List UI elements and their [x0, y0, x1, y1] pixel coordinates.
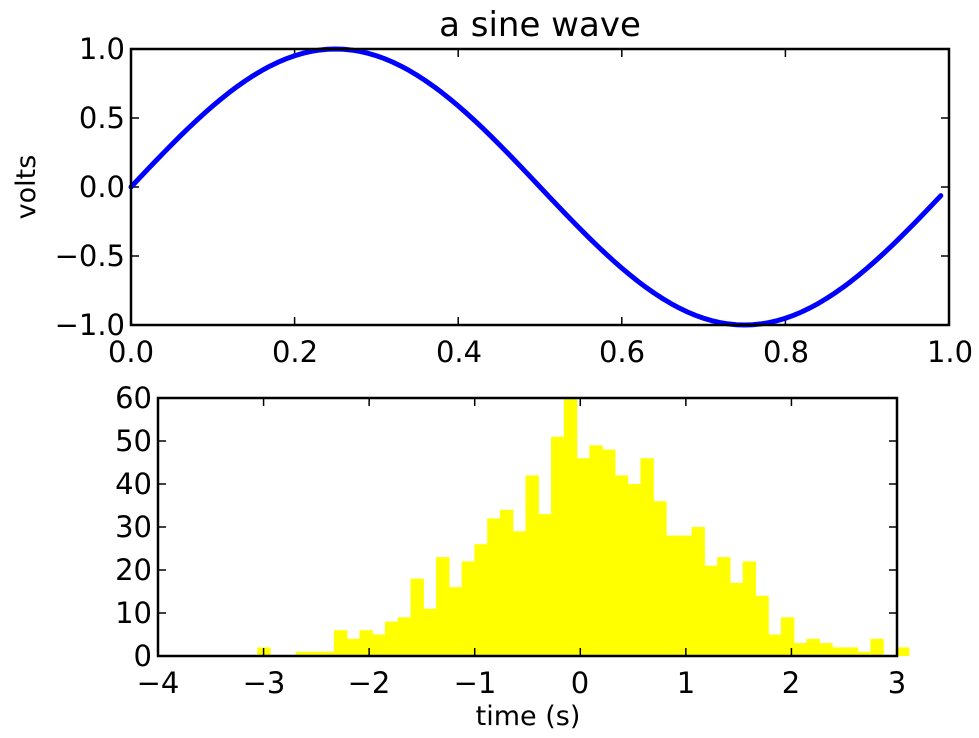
histogram-bar — [359, 630, 373, 656]
histogram-xlabel: time (s) — [476, 701, 581, 732]
histogram-bar — [691, 527, 705, 656]
sine-xtick-label: 0.6 — [599, 335, 645, 369]
histogram-xtick-label: 2 — [782, 666, 800, 700]
histogram-plot-frame — [156, 396, 899, 658]
histogram-bar — [755, 595, 769, 656]
sine-xtick-label: 0.4 — [436, 335, 482, 369]
histogram-bar — [346, 638, 361, 656]
sine-ylabel: volts — [11, 155, 42, 220]
sine-xtick-label: 0.0 — [108, 335, 154, 369]
histogram-bar — [576, 458, 590, 656]
histogram-xtick-label: −1 — [454, 666, 497, 700]
sine-plot-frame — [129, 47, 951, 327]
histogram-bar — [551, 436, 565, 656]
sine-subplot: a sine wave volts 0.0 0.2 0.4 0.6 0.8 1.… — [11, 5, 973, 369]
histogram-xtick-label: 3 — [888, 666, 906, 700]
histogram-bar — [704, 565, 718, 656]
histogram-bar — [384, 621, 399, 656]
histogram-ytick-label: 30 — [115, 510, 152, 544]
histogram-ytick-label: 0 — [134, 639, 152, 673]
histogram-bar — [512, 531, 527, 656]
sine-xtick-label: 0.8 — [763, 335, 809, 369]
histogram-bar — [806, 638, 820, 656]
histogram-xtick-label: 0 — [571, 666, 589, 700]
histogram-bar — [372, 634, 386, 656]
sine-ytick-label: −0.5 — [55, 239, 125, 273]
histogram-bar — [768, 634, 782, 656]
histogram-bar — [780, 617, 795, 656]
histogram-bar — [295, 651, 309, 656]
histogram-bar — [627, 484, 642, 656]
histogram-bar — [602, 449, 616, 656]
histogram-ytick-label: 20 — [115, 553, 152, 587]
sine-chart-title: a sine wave — [439, 5, 641, 45]
sine-ytick-label: 0.5 — [79, 101, 125, 135]
sine-ytick-label: 1.0 — [79, 32, 125, 66]
histogram-bar — [729, 582, 744, 656]
sine-ytick-label: 0.0 — [79, 170, 125, 204]
histogram-bar — [640, 458, 654, 656]
histogram-bar — [844, 647, 859, 656]
histogram-ytick-label: 50 — [115, 424, 152, 458]
histogram-bar — [333, 630, 348, 656]
histogram-xtick-label: 1 — [677, 666, 695, 700]
histogram-bar — [423, 608, 437, 656]
histogram-bar — [525, 475, 539, 656]
sine-series-line — [128, 46, 944, 328]
histogram-bar — [832, 647, 846, 656]
histogram-bar — [538, 514, 552, 656]
histogram-xtick-label: −2 — [348, 666, 391, 700]
histogram-bar — [895, 647, 910, 656]
histogram-bar — [614, 475, 629, 656]
sine-ytick-label: −1.0 — [55, 308, 125, 342]
histogram-bar — [857, 651, 871, 656]
histogram-bar — [678, 535, 693, 656]
histogram-bar — [410, 578, 424, 656]
histogram-bars — [257, 398, 910, 656]
histogram-bar — [487, 518, 501, 656]
histogram-bar — [819, 643, 833, 656]
histogram-bar — [321, 651, 335, 656]
histogram-subplot: time (s) −4 −3 −2 −1 0 1 2 3 0 10 20 30 … — [115, 381, 910, 732]
histogram-bar — [436, 557, 450, 656]
sine-xtick-label: 1.0 — [927, 335, 973, 369]
histogram-xtick-label: −4 — [137, 666, 180, 700]
histogram-bar — [793, 643, 808, 656]
histogram-bar — [589, 445, 603, 656]
histogram-bar — [448, 587, 463, 656]
histogram-ytick-label: 10 — [115, 596, 152, 630]
histogram-bar — [742, 561, 757, 656]
histogram-bar — [461, 561, 475, 656]
histogram-bar — [717, 557, 731, 656]
histogram-ytick-label: 40 — [115, 467, 152, 501]
histogram-xtick-label: −3 — [243, 666, 286, 700]
histogram-bar — [308, 651, 322, 656]
histogram-bar — [666, 535, 680, 656]
histogram-bar — [563, 398, 578, 656]
sine-xtick-label: 0.2 — [272, 335, 318, 369]
histogram-bar — [474, 544, 488, 656]
histogram-bar — [653, 501, 667, 656]
histogram-bar — [397, 617, 412, 656]
histogram-bar — [499, 509, 514, 656]
histogram-bar — [870, 638, 884, 656]
histogram-ytick-label: 60 — [115, 381, 152, 415]
